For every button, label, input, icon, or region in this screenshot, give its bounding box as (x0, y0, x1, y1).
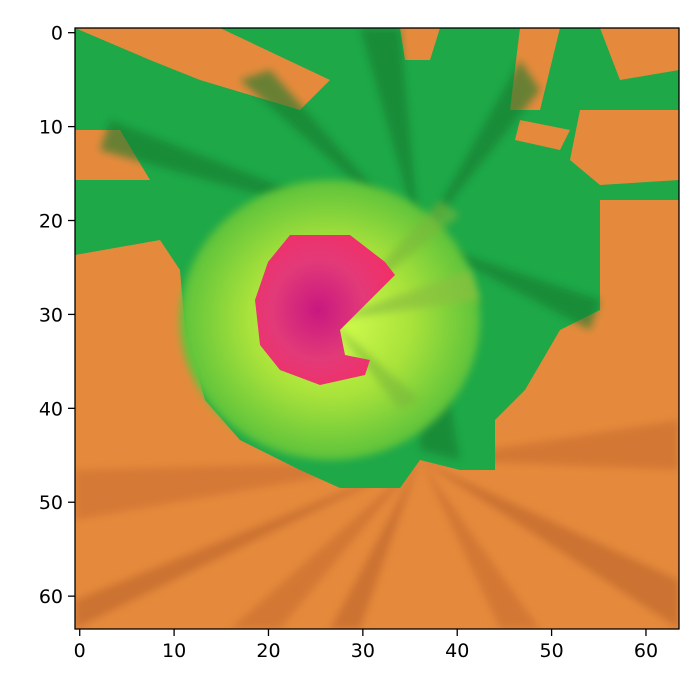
y-tick-label: 30 (39, 304, 63, 326)
y-tick-label: 50 (39, 492, 63, 514)
x-tick-label: 30 (351, 640, 375, 662)
x-axis-ticks: 0 10 20 30 40 50 60 (74, 629, 658, 662)
x-tick-label: 40 (445, 640, 469, 662)
x-tick-label: 50 (540, 640, 564, 662)
plot-frame (74, 27, 680, 630)
y-tick-label: 20 (39, 211, 63, 233)
image-pixels (75, 28, 679, 629)
y-tick-label: 60 (39, 586, 63, 608)
x-tick-label: 60 (634, 640, 658, 662)
y-tick-label: 0 (51, 23, 63, 45)
y-axis-ticks: 0 10 20 30 40 50 60 (39, 23, 75, 608)
x-tick-label: 10 (162, 640, 186, 662)
y-tick-label: 40 (39, 398, 63, 420)
y-tick-label: 10 (39, 117, 63, 139)
x-tick-label: 20 (256, 640, 280, 662)
x-tick-label: 0 (74, 640, 86, 662)
